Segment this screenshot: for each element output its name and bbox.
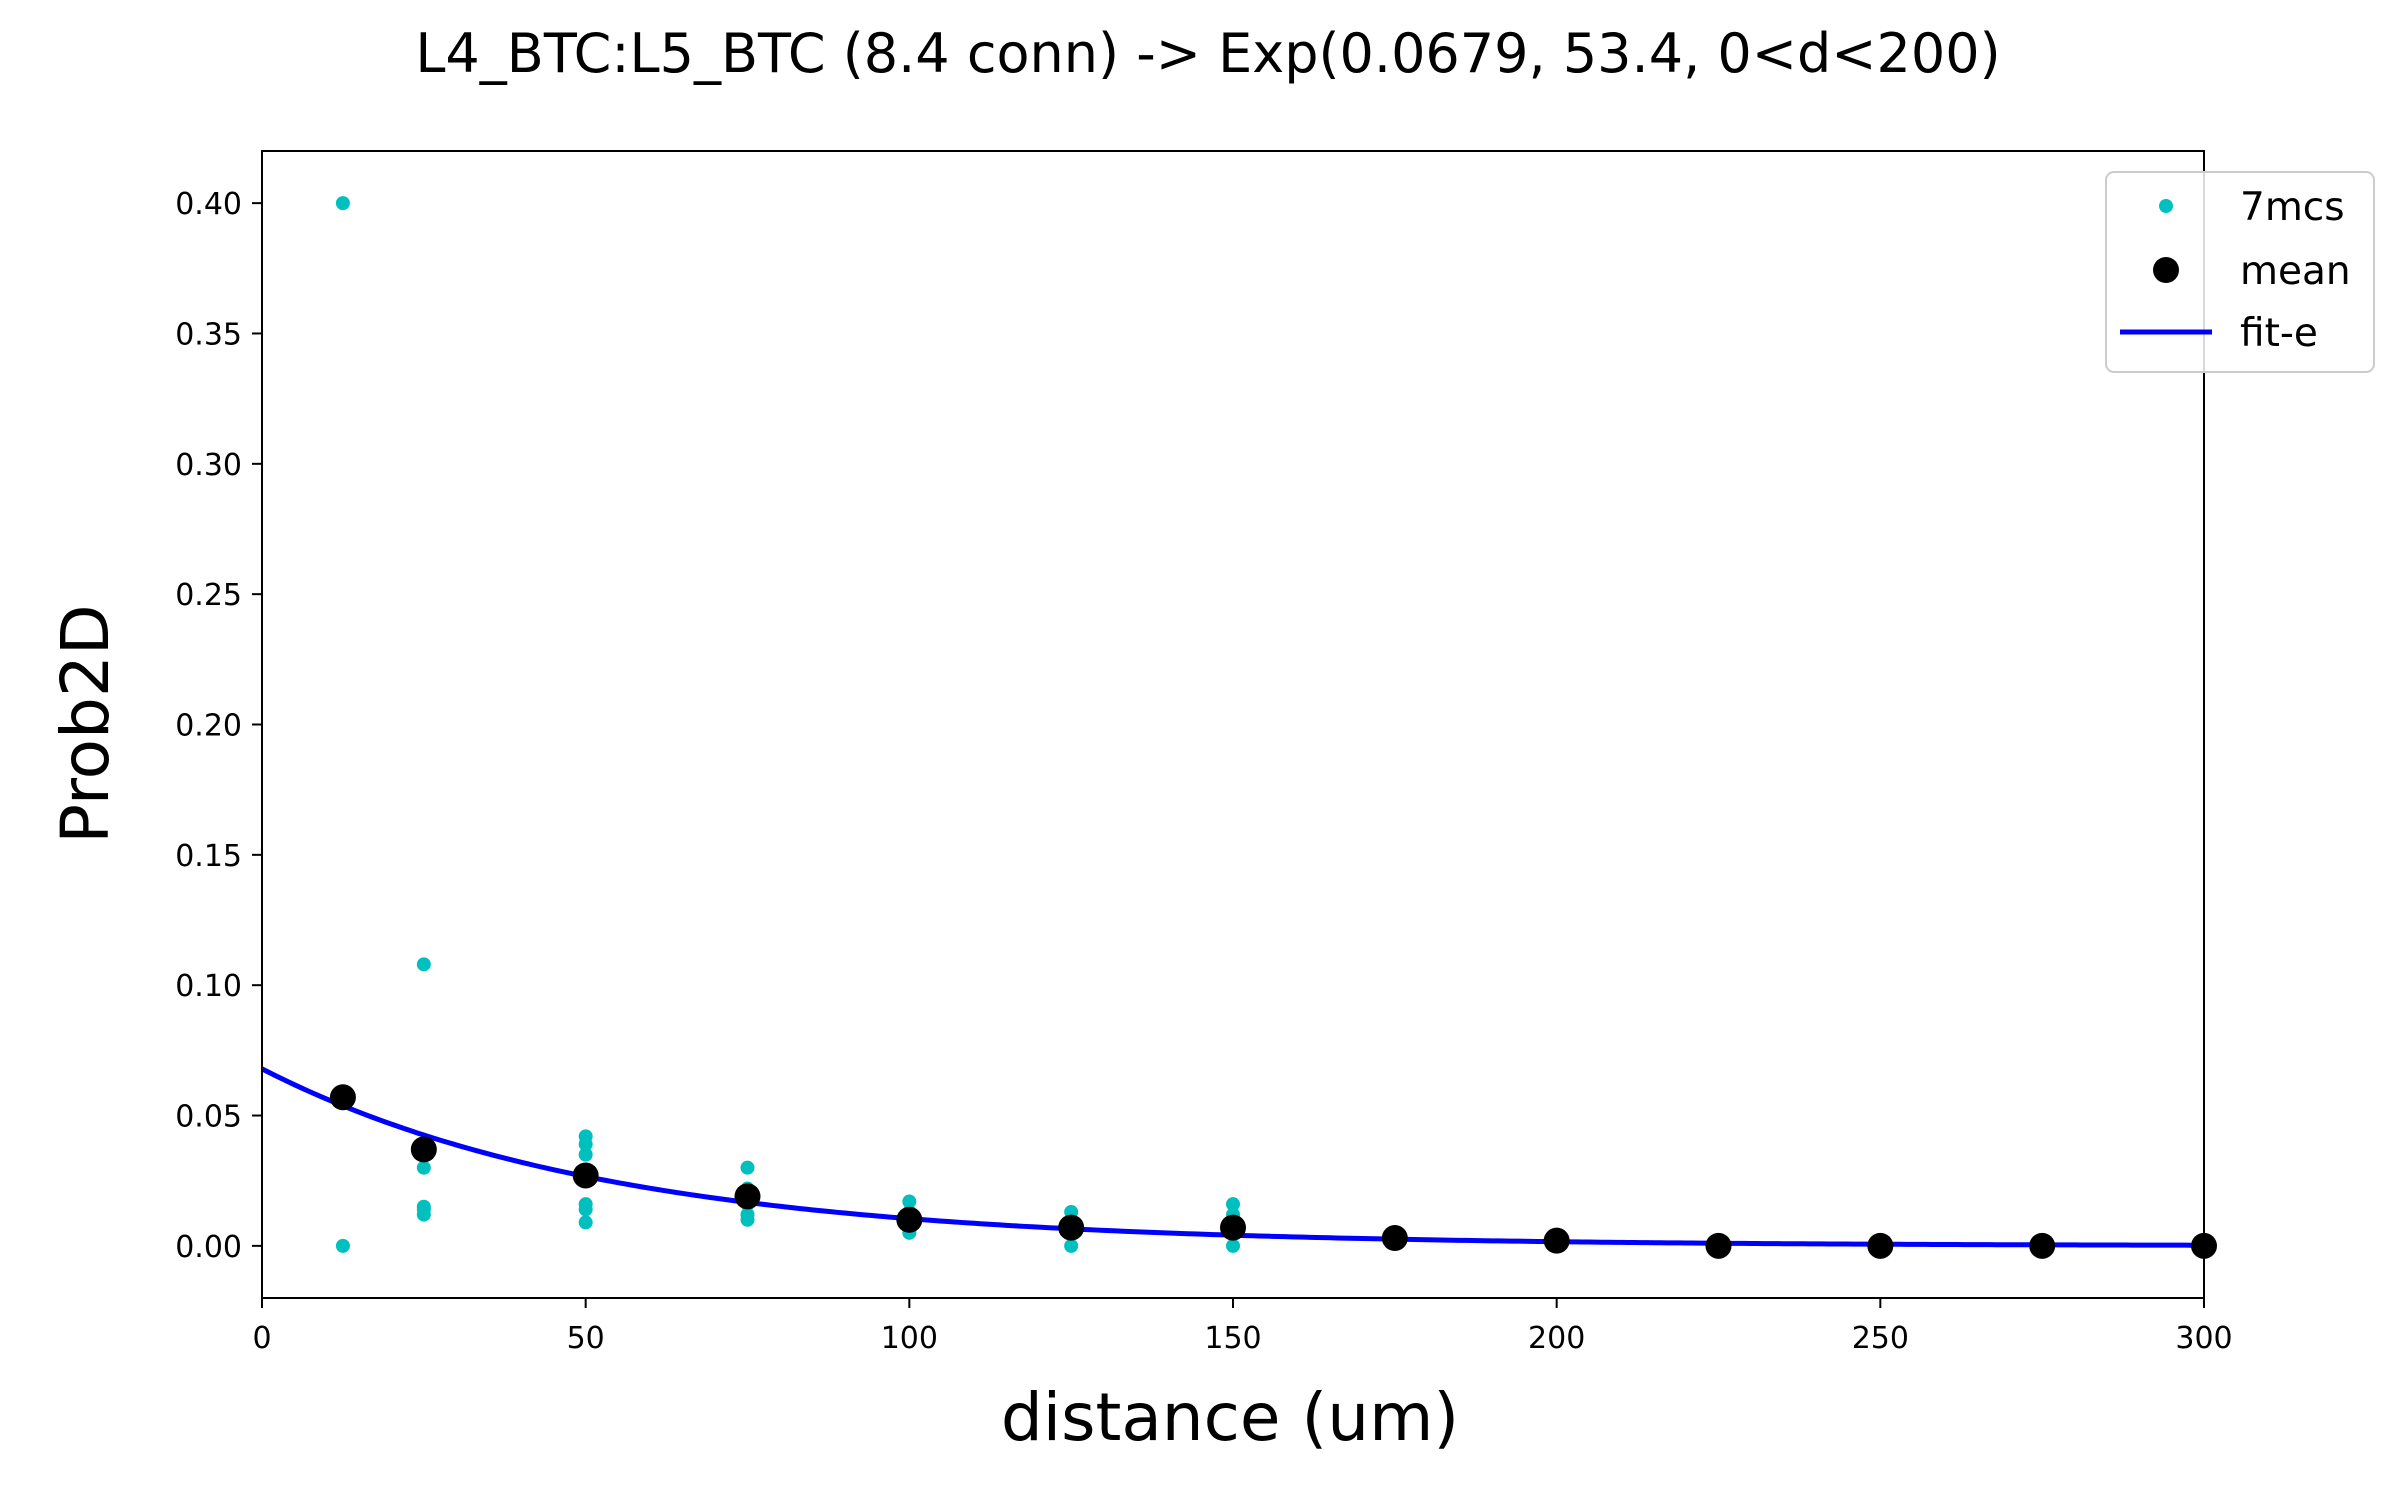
7mcs-point <box>416 957 431 972</box>
x-tick-label: 150 <box>1204 1321 1261 1356</box>
y-axis-label: Prob2D <box>47 604 124 843</box>
7mcs-point <box>578 1202 593 1217</box>
x-tick-label: 200 <box>1528 1321 1585 1356</box>
x-tick-label: 300 <box>2175 1321 2232 1356</box>
mean-point <box>1058 1214 1085 1241</box>
legend-label-7mcs: 7mcs <box>2240 185 2345 230</box>
mean-point <box>410 1136 437 1163</box>
7mcs-point <box>740 1160 755 1175</box>
y-tick-label: 0.30 <box>175 448 242 483</box>
y-axis-ticks: 0.00 0.05 0.10 0.15 0.20 0.25 0.30 0.35 0.40 <box>175 187 262 1265</box>
y-tick-label: 0.35 <box>175 317 242 352</box>
chart-title: L4_BTC:L5_BTC (8.4 conn) -> Exp(0.0679, … <box>415 22 2000 85</box>
plot-frame <box>261 150 2205 1299</box>
7mcs-point <box>335 196 350 211</box>
7mcs-point <box>335 1238 350 1253</box>
mean-point <box>1543 1227 1570 1254</box>
7mcs-point <box>740 1212 755 1227</box>
legend-box <box>2105 171 2375 373</box>
legend-label-mean: mean <box>2240 249 2351 294</box>
legend: 7mcs mean fit-e <box>2105 171 2375 373</box>
legend-marker-mean <box>2153 257 2179 283</box>
mean-point <box>896 1206 923 1233</box>
mean-point <box>1867 1232 1894 1259</box>
y-tick-label: 0.10 <box>175 969 242 1004</box>
y-tick-label: 0.20 <box>175 709 242 744</box>
y-tick-label: 0.15 <box>175 839 242 874</box>
mean-point <box>329 1084 356 1111</box>
mean-point <box>572 1162 599 1189</box>
x-tick-label: 0 <box>252 1321 271 1356</box>
7mcs-point <box>578 1215 593 1230</box>
plot-area <box>262 151 2204 1298</box>
y-tick-label: 0.40 <box>175 187 242 222</box>
7mcs-point <box>578 1137 593 1152</box>
x-axis-label: distance (um) <box>1001 1379 1459 1456</box>
mean-point <box>734 1183 761 1210</box>
7mcs-point <box>1064 1238 1079 1253</box>
mean-point <box>1220 1214 1246 1241</box>
mean-point <box>1381 1225 1408 1252</box>
y-tick-label: 0.25 <box>175 578 242 613</box>
x-axis-ticks: 0 50 100 150 200 250 300 <box>252 1298 2233 1356</box>
mean-point <box>1705 1232 1732 1259</box>
7mcs-point <box>416 1207 431 1222</box>
7mcs-point <box>416 1160 431 1175</box>
7mcs-point <box>902 1194 917 1209</box>
7mcs-point <box>578 1147 593 1162</box>
x-tick-label: 100 <box>881 1321 938 1356</box>
legend-label-fit-e: fit-e <box>2240 311 2318 356</box>
y-tick-label: 0.00 <box>175 1230 242 1265</box>
mean-point <box>2029 1232 2056 1259</box>
y-tick-label: 0.05 <box>175 1100 242 1135</box>
legend-marker-7mcs <box>2159 199 2173 213</box>
x-tick-label: 50 <box>567 1321 605 1356</box>
7mcs-point <box>1226 1197 1240 1212</box>
7mcs-point <box>1226 1238 1240 1253</box>
x-tick-label: 250 <box>1852 1321 1909 1356</box>
